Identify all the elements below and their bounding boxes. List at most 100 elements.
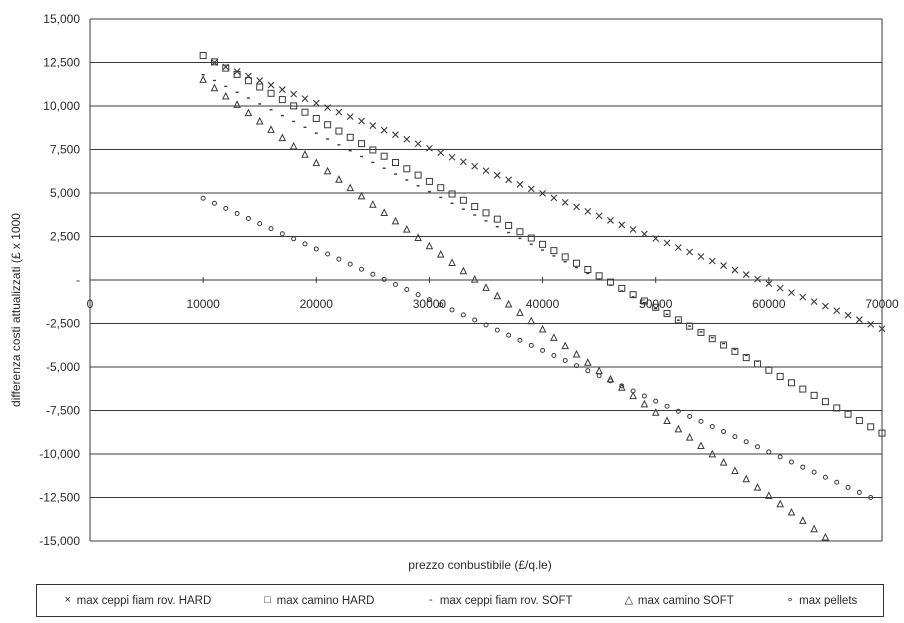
data-point [494,327,500,333]
legend-item: △ max camino SOFT [624,595,734,607]
data-point [471,203,479,211]
data-point [697,328,705,336]
legend-item: □ max camino HARD [263,594,375,607]
data-point [540,347,546,353]
data-point [290,102,298,110]
data-point [788,459,794,465]
data-point [470,274,479,283]
data-point [436,250,445,258]
data-point [550,247,558,255]
data-point [301,95,309,102]
data-point [425,177,433,185]
data-point [279,231,285,237]
data-point [674,316,682,324]
data-point [291,236,297,242]
data-point [867,320,875,328]
data-point [539,189,546,197]
data-point [267,89,275,97]
data-point [878,429,886,437]
data-point [267,125,275,133]
data-point [595,272,603,280]
data-point [381,276,387,282]
y-tick-label: -15,000 [39,534,80,548]
data-point [641,393,647,399]
x-axis-title: prezzo conbustibile (£/q.le) [408,558,551,572]
y-tick-label: -12,500 [39,491,80,505]
y-tick-label: -5,000 [46,360,80,374]
data-point [698,418,704,424]
data-point [221,91,230,100]
data-point [754,275,761,283]
data-point [573,259,581,267]
data-point [336,256,342,262]
data-point [776,372,784,380]
data-point [459,158,467,166]
data-point [335,175,343,183]
data-point [732,434,738,440]
data-point [244,108,253,117]
data-point [256,83,264,91]
data-point [731,466,739,474]
data-point [686,322,694,330]
data-point [856,489,862,495]
data-point [369,122,377,130]
data-point [629,391,637,400]
data-point [618,221,626,229]
data-point [595,366,603,375]
data-point [674,244,682,251]
data-point [663,239,671,247]
data-point [426,144,433,152]
data-point [346,183,355,192]
data-point [404,287,410,293]
gridlines [89,18,883,542]
legend-label: max pellets [799,594,858,607]
data-point [742,474,751,483]
data-point [765,366,773,374]
data-point [573,203,580,211]
data-point [629,291,637,299]
data-point [448,190,456,198]
data-point [675,408,681,414]
data-point [392,131,399,139]
series-2 [201,73,771,368]
data-point [585,368,591,374]
legend-label: max ceppi fiam rov. HARD [76,594,212,607]
data-point [289,141,298,150]
data-point [697,253,705,260]
data-point [834,479,840,485]
y-tick-label: 2,500 [50,230,80,244]
y-tick-label: -2,500 [46,317,80,331]
data-point [278,86,286,93]
data-point [527,234,535,242]
data-point [595,212,603,220]
data-point [685,433,694,441]
data-point [833,307,841,315]
data-point [574,363,580,369]
data-point [844,311,852,319]
data-point [391,216,400,225]
data-point [267,81,275,89]
data-point [200,195,206,201]
data-point [629,226,637,233]
data-point [323,166,332,175]
data-point [516,180,524,188]
data-point [403,135,411,143]
y-tick-label: 5,000 [50,186,80,200]
data-point [799,385,807,393]
data-point [459,266,468,275]
series-4 [200,195,874,500]
data-point [245,216,251,222]
data-point [821,398,829,406]
data-point [708,257,716,265]
data-point [755,444,761,450]
legend-label: max camino HARD [276,594,375,607]
data-point [810,524,818,533]
data-point [640,297,648,305]
data-point [720,262,727,269]
data-point [414,233,422,241]
data-point [199,75,207,83]
data-point [504,299,513,308]
data-point [584,266,592,274]
data-point [403,165,411,173]
data-point [380,208,388,217]
